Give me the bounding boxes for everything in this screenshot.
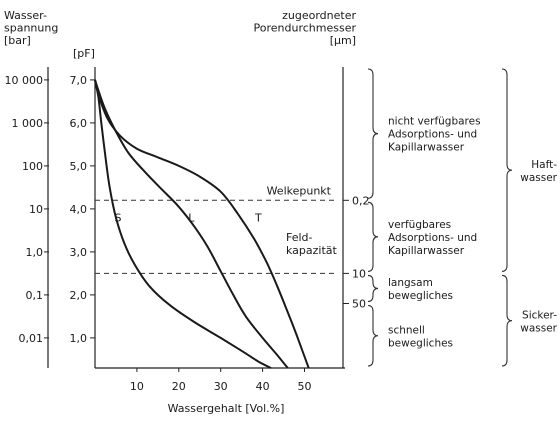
- x-tick-label: 30: [214, 380, 228, 393]
- zone-label-line: Kapillarwasser: [388, 245, 465, 257]
- x-tick-label: 10: [130, 380, 144, 393]
- pf-tick-label: 4,0: [70, 203, 88, 216]
- bar-tick-label: 0,1: [26, 289, 44, 302]
- pf-tick-label: 5,0: [70, 160, 88, 173]
- pore-tick-label: 50: [352, 298, 366, 311]
- zone-label-line: verfügbares: [388, 219, 451, 231]
- right-axis-title-line: Porendurchmesser: [254, 22, 357, 35]
- zone-brace: [367, 274, 379, 303]
- group-brace: [501, 274, 513, 367]
- zone-label-line: nicht verfügbares: [388, 116, 481, 128]
- x-axis-title: Wassergehalt [Vol.%]: [168, 402, 285, 415]
- bar-tick-label: 0,01: [19, 332, 44, 345]
- right-axis-title-line: [μm]: [330, 34, 356, 47]
- curve-T: [94, 79, 310, 369]
- pf-tick-label: 1,0: [70, 332, 88, 345]
- welkepunkt-label: Welkepunkt: [267, 184, 332, 197]
- zone-label-line: Kapillarwasser: [388, 142, 465, 154]
- zone-label-line: Adsorptions- und: [388, 232, 477, 244]
- zone-label-line: langsam: [388, 277, 433, 289]
- group-label-line: Haft-: [531, 159, 557, 171]
- pf-axis-title: [pF]: [73, 47, 95, 60]
- group-label-line: wasser: [520, 172, 557, 184]
- curve-label-L: L: [188, 212, 195, 225]
- zone-brace: [367, 201, 379, 272]
- left-axis-title-line: [bar]: [4, 34, 31, 47]
- bar-tick-label: 10: [29, 203, 43, 216]
- feldkapazitaet-label-line: Feld-: [286, 231, 313, 244]
- group-brace: [501, 68, 513, 272]
- zone-brace: [367, 304, 379, 367]
- zone-label-line: bewegliches: [388, 337, 453, 349]
- pf-tick-label: 2,0: [70, 289, 88, 302]
- zone-label-line: Adsorptions- und: [388, 129, 477, 141]
- group-label-line: wasser: [520, 323, 557, 335]
- pore-tick-label: 10: [352, 267, 366, 280]
- bar-tick-label: 1,0: [26, 246, 44, 259]
- x-tick-label: 50: [297, 380, 311, 393]
- bar-tick-label: 10 000: [5, 74, 44, 87]
- zone-label-line: schnell: [388, 324, 425, 336]
- pf-tick-label: 6,0: [70, 117, 88, 130]
- curve-L: [94, 79, 289, 369]
- pore-tick-label: 0,2: [352, 194, 370, 207]
- curve-label-S: S: [115, 212, 122, 225]
- right-axis-title-line: zugeordneter: [282, 9, 356, 22]
- left-axis-title-line: spannung: [4, 22, 58, 35]
- pf-tick-label: 7,0: [70, 74, 88, 87]
- zone-brace: [367, 68, 379, 199]
- group-label-line: Sicker-: [522, 310, 557, 322]
- x-tick-label: 40: [256, 380, 270, 393]
- left-axis-title-line: Wasser-: [4, 9, 47, 22]
- pf-tick-label: 3,0: [70, 246, 88, 259]
- zone-label-line: bewegliches: [388, 290, 453, 302]
- curve-S: [94, 79, 272, 369]
- bar-tick-label: 1 000: [12, 117, 44, 130]
- x-tick-label: 20: [172, 380, 186, 393]
- feldkapazitaet-label-line: kapazität: [286, 244, 338, 257]
- curve-label-T: T: [254, 212, 262, 225]
- bar-tick-label: 100: [22, 160, 43, 173]
